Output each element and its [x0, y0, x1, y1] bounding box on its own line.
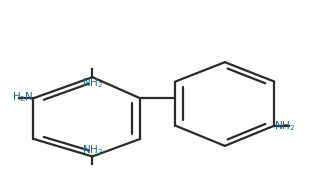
Text: NH$_2$: NH$_2$: [274, 119, 296, 132]
Text: NH$_2$: NH$_2$: [82, 144, 103, 157]
Text: H$_2$N: H$_2$N: [12, 91, 33, 104]
Text: NH$_2$: NH$_2$: [82, 76, 103, 90]
